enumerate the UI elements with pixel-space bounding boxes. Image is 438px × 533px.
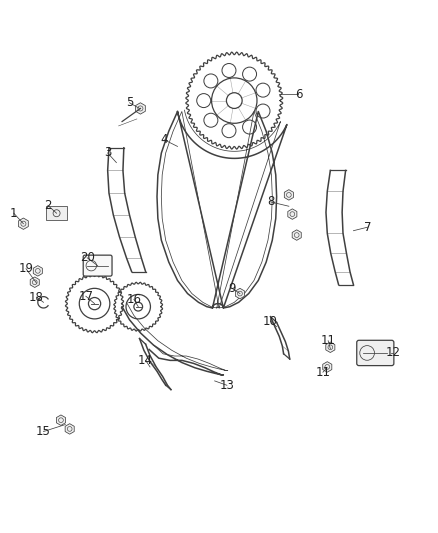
Polygon shape: [30, 277, 39, 287]
Polygon shape: [323, 362, 332, 372]
Text: 11: 11: [315, 366, 330, 378]
Text: 6: 6: [295, 87, 302, 101]
FancyBboxPatch shape: [357, 340, 394, 366]
Text: 7: 7: [364, 221, 371, 233]
Text: 11: 11: [321, 334, 336, 347]
Text: 2: 2: [44, 199, 52, 212]
Text: 12: 12: [385, 346, 400, 359]
Text: 17: 17: [78, 290, 93, 303]
Text: 9: 9: [228, 282, 236, 295]
Text: 1: 1: [10, 207, 18, 220]
Text: 20: 20: [80, 251, 95, 264]
Text: 18: 18: [29, 290, 44, 304]
Polygon shape: [65, 424, 74, 434]
Polygon shape: [33, 265, 42, 276]
Polygon shape: [288, 209, 297, 220]
Text: 16: 16: [126, 293, 141, 306]
Text: 3: 3: [104, 147, 111, 159]
Bar: [46, 206, 67, 220]
Polygon shape: [18, 218, 28, 229]
Text: 15: 15: [36, 425, 51, 438]
Text: 19: 19: [18, 262, 34, 275]
Polygon shape: [284, 190, 293, 200]
Polygon shape: [326, 342, 335, 352]
Text: 13: 13: [219, 379, 234, 392]
Text: 8: 8: [267, 196, 274, 208]
Polygon shape: [57, 415, 66, 425]
Polygon shape: [292, 230, 301, 240]
Text: 4: 4: [161, 133, 168, 147]
FancyBboxPatch shape: [83, 255, 112, 276]
Polygon shape: [235, 288, 244, 299]
Text: 14: 14: [138, 354, 153, 367]
Polygon shape: [135, 103, 145, 114]
Text: 10: 10: [263, 314, 278, 328]
Text: 5: 5: [126, 96, 133, 109]
